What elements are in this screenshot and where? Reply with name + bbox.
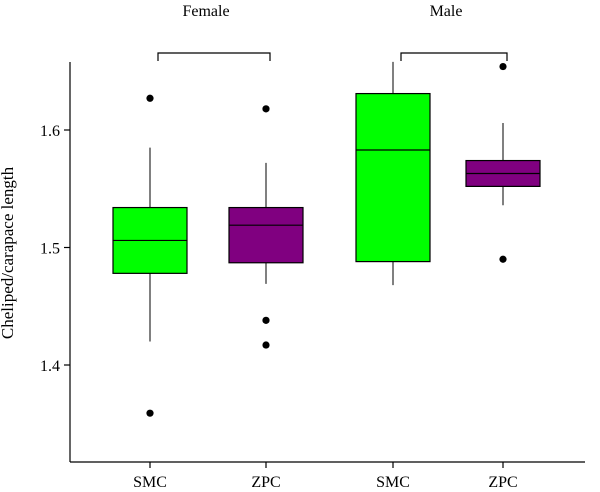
x-tick-label: SMC	[133, 474, 167, 491]
box	[355, 92, 431, 263]
group-bracket	[400, 52, 508, 61]
group-label: Male	[430, 3, 463, 20]
group-labels: Female Male	[157, 3, 508, 61]
y-tick-label: 1.6	[40, 123, 60, 140]
outlier-point	[499, 255, 507, 263]
group-label: Female	[182, 3, 229, 20]
box-marks	[112, 61, 541, 417]
outlier-point	[262, 341, 270, 349]
axes: 1.4 1.5 1.6 SMC ZPC SMC ZPC	[40, 62, 585, 491]
outlier-point	[146, 94, 154, 102]
group-bracket	[157, 52, 271, 61]
x-tick-label: ZPC	[488, 474, 517, 491]
outlier-point	[499, 62, 507, 71]
box	[228, 206, 304, 264]
x-tick-label: ZPC	[251, 474, 280, 491]
outlier-point	[262, 105, 270, 113]
outlier-point	[262, 316, 270, 324]
outlier-point	[146, 409, 154, 417]
y-tick-label: 1.5	[40, 241, 60, 258]
x-tick-label: SMC	[376, 474, 410, 491]
y-tick-label: 1.4	[40, 358, 60, 375]
y-axis-label: Cheliped/carapace length	[0, 166, 17, 339]
